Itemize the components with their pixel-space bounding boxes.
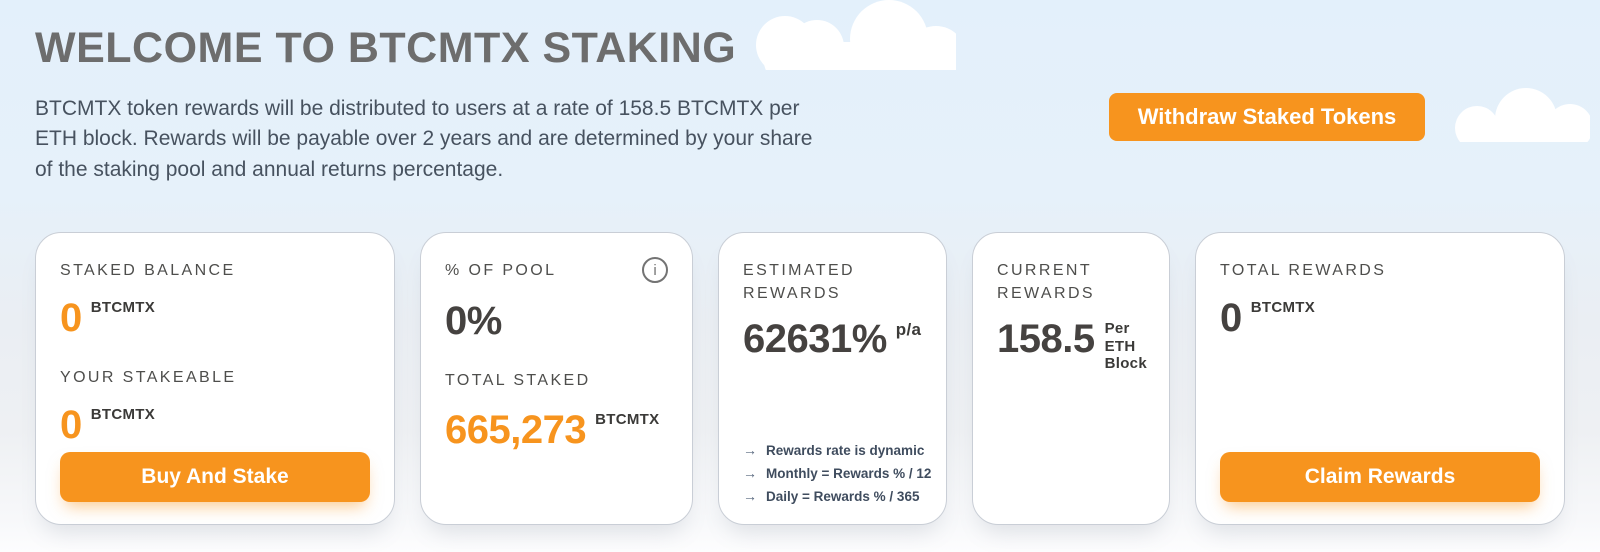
note-text: Daily = Rewards % / 365 — [766, 489, 920, 504]
total-staked-value: 665,273 — [445, 408, 587, 453]
total-rewards-card: TOTAL REWARDS 0 BTCMTX Claim Rewards — [1195, 232, 1565, 525]
stakeable-unit: BTCMTX — [90, 406, 156, 424]
current-rewards-label: CURRENT REWARDS — [997, 262, 1095, 303]
current-rewards-unit: Per ETH Block — [1104, 320, 1147, 372]
staked-balance-label: STAKED BALANCE — [60, 262, 236, 279]
total-staked-label: TOTAL STAKED — [445, 372, 591, 389]
buy-and-stake-button[interactable]: Buy And Stake — [60, 452, 370, 502]
staked-balance-value-row: 0 BTCMTX — [60, 298, 370, 338]
pool-share-card: % OF POOL i 0% TOTAL STAKED 665,273 BTCM… — [420, 232, 693, 525]
info-icon[interactable]: i — [642, 257, 668, 283]
total-rewards-unit: BTCMTX — [1250, 299, 1316, 317]
current-rewards-card: CURRENT REWARDS 158.5 Per ETH Block — [972, 232, 1170, 525]
pool-share-label: % OF POOL — [445, 262, 557, 279]
note-text: Monthly = Rewards % / 12 — [766, 466, 932, 481]
staked-balance-card: STAKED BALANCE 0 BTCMTX YOUR STAKEABLE 0… — [35, 232, 395, 525]
current-rewards-value: 158.5 — [997, 317, 1095, 362]
estimated-rewards-card: ESTIMATED REWARDS 62631% p/a → Rewards r… — [718, 232, 947, 525]
stakeable-value: 0 — [60, 403, 82, 448]
claim-rewards-button[interactable]: Claim Rewards — [1220, 452, 1540, 502]
total-staked-unit: BTCMTX — [595, 411, 660, 429]
rewards-notes-list: → Rewards rate is dynamic → Monthly = Re… — [743, 435, 938, 504]
estimated-rewards-label: ESTIMATED REWARDS — [743, 262, 855, 303]
note-text: Rewards rate is dynamic — [766, 443, 925, 458]
pool-share-value: 0% — [445, 299, 502, 343]
cloud-icon — [1455, 88, 1590, 142]
total-rewards-value-row: 0 BTCMTX — [1220, 298, 1540, 338]
note-item: → Daily = Rewards % / 365 — [743, 488, 938, 504]
cloud-icon — [756, 0, 956, 70]
note-item: → Rewards rate is dynamic — [743, 442, 938, 458]
page-title: WELCOME TO BTCMTX STAKING — [35, 24, 737, 72]
stats-cards-row: STAKED BALANCE 0 BTCMTX YOUR STAKEABLE 0… — [35, 232, 1565, 525]
note-item: → Monthly = Rewards % / 12 — [743, 465, 938, 481]
your-stakeable-label: YOUR STAKEABLE — [60, 369, 237, 387]
estimated-rewards-unit: p/a — [895, 320, 922, 340]
estimated-rewards-value: 62631% — [743, 317, 887, 362]
stakeable-value-row: 0 BTCMTX — [60, 405, 370, 445]
staked-balance-value: 0 — [60, 296, 82, 341]
arrow-right-icon: → — [743, 442, 757, 458]
withdraw-staked-tokens-button[interactable]: Withdraw Staked Tokens — [1109, 93, 1425, 141]
staked-balance-unit: BTCMTX — [90, 299, 156, 317]
arrow-right-icon: → — [743, 465, 757, 481]
total-rewards-label: TOTAL REWARDS — [1220, 262, 1387, 279]
total-rewards-value: 0 — [1220, 296, 1242, 341]
page-description: BTCMTX token rewards will be distributed… — [35, 97, 813, 181]
arrow-right-icon: → — [743, 488, 757, 504]
